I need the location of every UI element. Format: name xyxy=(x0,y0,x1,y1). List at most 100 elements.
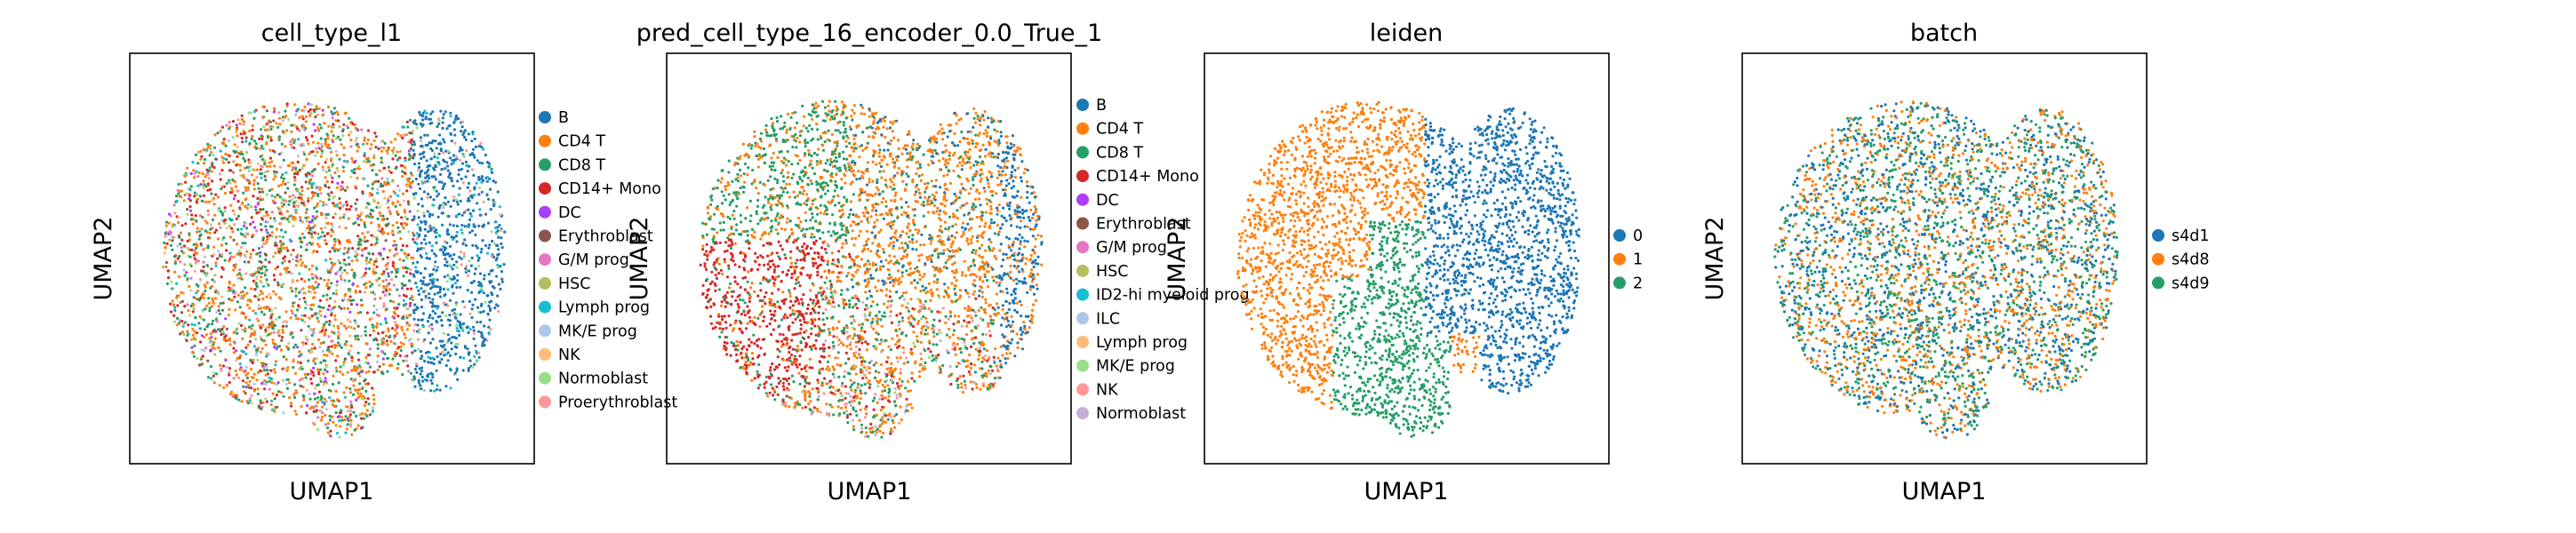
scatter-point xyxy=(864,376,868,379)
scatter-point xyxy=(329,268,332,272)
scatter-point xyxy=(210,348,213,352)
scatter-point xyxy=(375,238,379,242)
scatter-point xyxy=(332,237,336,241)
scatter-point xyxy=(209,332,212,336)
scatter-point xyxy=(350,405,354,410)
scatter-point xyxy=(334,137,338,140)
scatter-point xyxy=(338,124,341,129)
scatter-point xyxy=(221,161,226,164)
scatter-point xyxy=(199,157,203,161)
scatter-point xyxy=(307,359,310,362)
scatter-point xyxy=(306,139,309,142)
scatter-point xyxy=(345,203,349,207)
scatter-point xyxy=(485,161,490,164)
scatter-point xyxy=(338,305,341,308)
scatter-point xyxy=(995,302,999,306)
scatter-point xyxy=(341,128,345,131)
scatter-point xyxy=(428,296,431,300)
scatter-point xyxy=(382,302,386,306)
scatter-point xyxy=(327,278,331,282)
scatter-point xyxy=(284,145,287,148)
scatter-point xyxy=(460,162,465,165)
scatter-point xyxy=(718,221,722,225)
scatter-point xyxy=(274,343,277,346)
scatter-point xyxy=(316,416,320,419)
scatter-point xyxy=(909,347,913,351)
scatter-point xyxy=(812,406,816,410)
scatter-point xyxy=(291,168,294,171)
scatter-point xyxy=(337,119,340,123)
scatter-point xyxy=(243,260,246,264)
scatter-point xyxy=(256,358,260,362)
scatter-point xyxy=(386,181,390,185)
scatter-point xyxy=(373,131,377,135)
scatter-point xyxy=(358,394,362,398)
scatter-point xyxy=(375,313,379,317)
scatter-point xyxy=(363,136,367,139)
scatter-point xyxy=(260,272,264,275)
scatter-point xyxy=(751,357,755,361)
scatter-point xyxy=(407,203,411,206)
scatter-point xyxy=(412,143,416,147)
scatter-point xyxy=(232,330,236,334)
scatter-point xyxy=(924,328,928,332)
scatter-point xyxy=(433,152,436,155)
scatter-point xyxy=(455,224,460,228)
scatter-point xyxy=(206,142,210,146)
scatter-point xyxy=(377,225,381,228)
scatter-point xyxy=(348,116,351,120)
scatter-point xyxy=(278,165,282,169)
scatter-point xyxy=(719,304,724,307)
scatter-point xyxy=(186,212,189,216)
scatter-point xyxy=(313,206,316,210)
scatter-point xyxy=(278,208,282,211)
scatter-point xyxy=(428,282,431,286)
scatter-point xyxy=(464,266,468,270)
scatter-point xyxy=(242,385,245,388)
legend-marker xyxy=(539,324,551,338)
scatter-point xyxy=(245,206,249,210)
scatter-point xyxy=(280,217,284,220)
scatter-point xyxy=(414,282,418,285)
scatter-point xyxy=(467,369,470,372)
scatter-point xyxy=(257,304,260,307)
scatter-point xyxy=(226,154,229,157)
scatter-point xyxy=(316,396,320,400)
scatter-point xyxy=(475,360,478,363)
scatter-point xyxy=(384,278,388,282)
scatter-point xyxy=(261,115,265,119)
scatter-point xyxy=(400,163,404,167)
scatter-point xyxy=(319,379,323,383)
scatter-point xyxy=(252,139,257,143)
scatter-point xyxy=(860,392,863,395)
scatter-point xyxy=(1023,167,1027,171)
scatter-point xyxy=(364,378,367,381)
scatter-point xyxy=(221,185,225,188)
scatter-point xyxy=(830,153,834,156)
scatter-point xyxy=(182,199,186,203)
scatter-point xyxy=(246,383,251,386)
scatter-point xyxy=(963,259,966,263)
scatter-point xyxy=(215,320,219,323)
scatter-point xyxy=(203,255,207,259)
scatter-point xyxy=(250,331,253,336)
scatter-point xyxy=(300,288,303,291)
scatter-point xyxy=(479,321,483,324)
scatter-point xyxy=(404,295,408,298)
scatter-point xyxy=(242,191,245,195)
scatter-point xyxy=(211,218,214,222)
scatter-point xyxy=(311,150,315,154)
scatter-point xyxy=(794,111,797,115)
scatter-point xyxy=(452,224,455,227)
scatter-point xyxy=(836,363,839,367)
scatter-point xyxy=(380,230,383,234)
scatter-point xyxy=(924,182,927,186)
scatter-point xyxy=(232,268,236,272)
scatter-point xyxy=(311,276,315,280)
scatter-point xyxy=(312,168,316,171)
scatter-point xyxy=(172,314,176,317)
scatter-point xyxy=(758,180,763,184)
scatter-point xyxy=(413,303,417,306)
scatter-point xyxy=(257,271,261,274)
scatter-point xyxy=(324,170,328,173)
